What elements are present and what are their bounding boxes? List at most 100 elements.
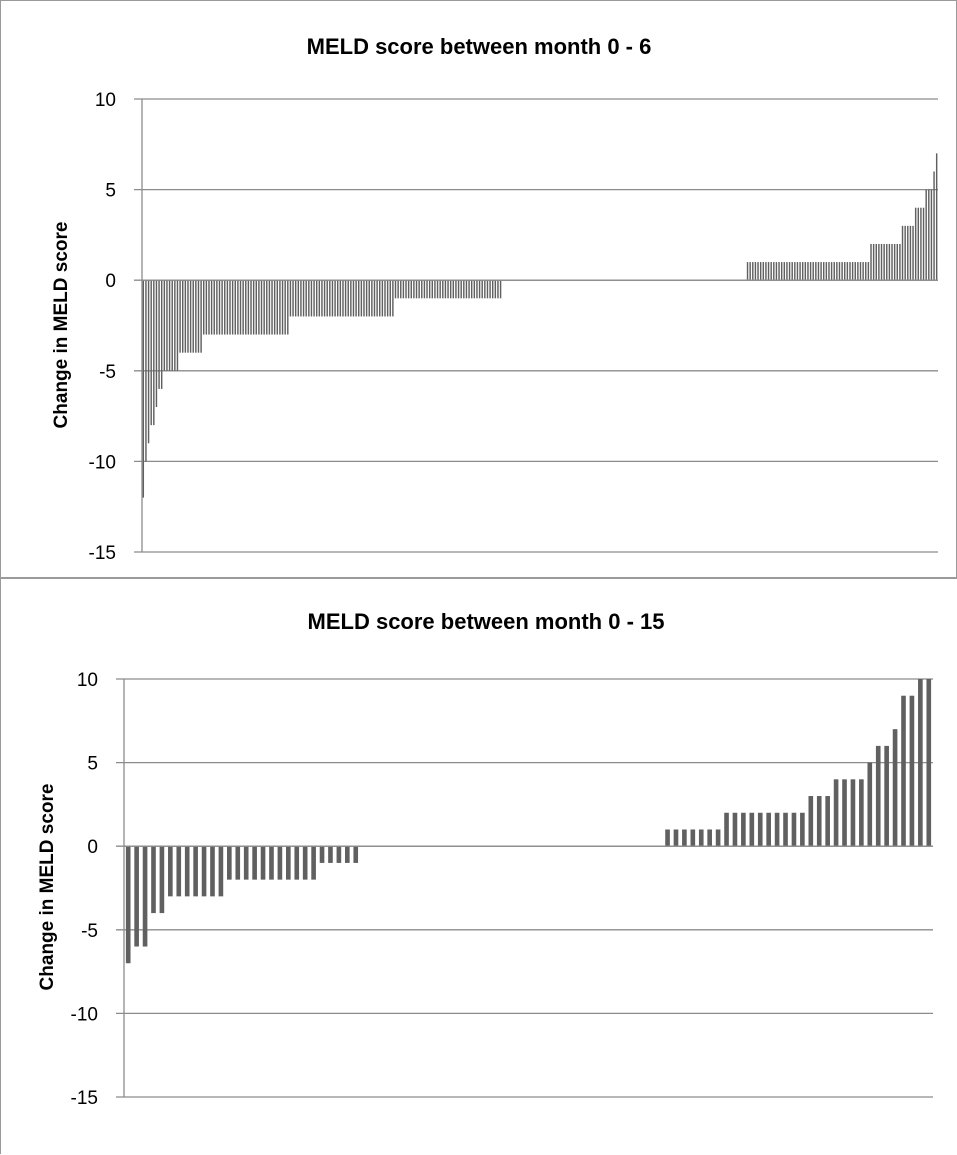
- chart-1-bar: [494, 280, 497, 299]
- chart-1-bar: [862, 262, 864, 281]
- chart-1-bar: [200, 280, 202, 353]
- chart-1-bar: [455, 280, 457, 299]
- chart-1-bar: [402, 280, 405, 299]
- chart-1-y-tick-label: -5: [99, 362, 116, 383]
- chart-2-bar: [732, 812, 738, 847]
- chart-1-bar: [281, 280, 284, 335]
- chart-1-bar: [452, 280, 455, 299]
- chart-1-bar: [476, 280, 478, 299]
- chart-1-bar: [838, 262, 841, 281]
- chart-2-bar: [909, 695, 915, 847]
- chart-1-bar: [759, 262, 762, 281]
- chart-2-bar: [698, 829, 704, 847]
- chart-1-bar: [867, 262, 870, 281]
- chart-1-bar: [886, 243, 888, 281]
- chart-1-bar: [809, 262, 812, 281]
- chart-1-axes: [141, 99, 938, 552]
- chart-1-bar: [904, 225, 906, 281]
- chart-1-bar: [447, 280, 449, 299]
- chart-1-bar: [830, 262, 833, 281]
- chart-1-bar: [405, 280, 407, 299]
- chart-2-bar: [724, 812, 729, 847]
- chart-2-bar: [741, 812, 746, 847]
- chart-2-y-tick-label: 10: [77, 670, 98, 691]
- chart-1-bar: [263, 280, 265, 335]
- chart-1-y-tick-label: -10: [89, 452, 116, 473]
- chart-1-bar: [468, 280, 470, 299]
- chart-1-bar: [833, 262, 835, 281]
- chart-1-bar: [791, 262, 793, 281]
- chart-1-bar: [163, 280, 166, 371]
- chart-1-bar: [273, 280, 276, 335]
- chart-1-bar: [767, 262, 770, 281]
- chart-1-bar: [184, 280, 187, 353]
- chart-2-bar: [252, 846, 257, 880]
- chart-2-bar: [766, 812, 771, 847]
- chart-1-bar: [239, 280, 242, 335]
- chart-2-bar: [328, 846, 333, 863]
- chart-1-bar: [268, 280, 271, 335]
- chart-1-bar: [765, 262, 767, 281]
- chart-1-bar: [279, 280, 281, 335]
- chart-2-bar: [867, 762, 873, 847]
- chart-1-bar: [436, 280, 439, 299]
- chart-1-bar: [294, 280, 297, 317]
- chart-1-bar: [266, 280, 268, 335]
- chart-1-bar: [778, 262, 780, 281]
- chart-1-bar: [255, 280, 257, 335]
- chart-2-bar: [243, 846, 249, 880]
- chart-2-y-tick-label: -10: [71, 1004, 98, 1025]
- chart-1-bar: [360, 280, 363, 317]
- chart-1-bar: [489, 280, 491, 299]
- chart-1-bar: [371, 280, 373, 317]
- chart-1-bar: [231, 280, 234, 335]
- chart-1-bar: [457, 280, 460, 299]
- chart-2-bar: [176, 846, 182, 897]
- chart-1-bar: [752, 262, 754, 281]
- chart-1-bar: [187, 280, 189, 353]
- chart-1-bar: [216, 280, 218, 335]
- chart-1-bar: [158, 280, 160, 389]
- chart-1-bar: [166, 280, 168, 371]
- chart-1-bar: [289, 280, 292, 317]
- chart-1-bar: [329, 280, 331, 317]
- chart-1-bar: [271, 280, 273, 335]
- chart-2-bar: [218, 846, 224, 897]
- chart-2-bar: [193, 846, 198, 897]
- chart-1-bar: [323, 280, 326, 317]
- chart-1-bar: [315, 280, 318, 317]
- chart-1-bar: [836, 262, 838, 281]
- chart-1-bar: [176, 280, 179, 371]
- chart-2-y-ticks: 10 5 0 -5 -10 -15: [71, 670, 98, 1109]
- chart-1-bar: [350, 280, 352, 317]
- chart-2-grid: [116, 678, 933, 1098]
- chart-1-bar: [746, 262, 749, 281]
- chart-1-bar: [780, 262, 783, 281]
- chart-1-bar: [237, 280, 239, 335]
- chart-1-bar: [321, 280, 323, 317]
- chart-2-y-axis-label: Change in MELD score: [37, 784, 58, 991]
- chart-2-bar: [336, 846, 342, 863]
- chart-1-bar: [478, 280, 481, 299]
- chart-1-bar: [770, 262, 772, 281]
- chart-2-bar: [159, 846, 165, 914]
- chart-1-bar: [213, 280, 215, 335]
- chart-2-bar: [825, 796, 830, 847]
- chart-1-bar: [397, 280, 399, 299]
- chart-1-bar: [933, 171, 935, 281]
- chart-1-bar: [260, 280, 263, 335]
- chart-1-bar: [449, 280, 452, 299]
- chart-1-y-tick-label: 5: [105, 181, 116, 202]
- chart-2-title: MELD score between month 0 - 15: [308, 609, 665, 634]
- chart-1-bar: [909, 225, 912, 281]
- chart-1-bar: [865, 262, 867, 281]
- chart-1-bar: [160, 280, 163, 389]
- chart-1-bar: [363, 280, 365, 317]
- chart-1-bar: [400, 280, 402, 299]
- chart-2-bar: [682, 829, 687, 847]
- chart-1-bar: [484, 280, 486, 299]
- chart-1-bar: [258, 280, 260, 335]
- chart-2-bar: [125, 846, 131, 964]
- chart-2-bar: [142, 846, 148, 947]
- chart-1-bar: [499, 280, 502, 299]
